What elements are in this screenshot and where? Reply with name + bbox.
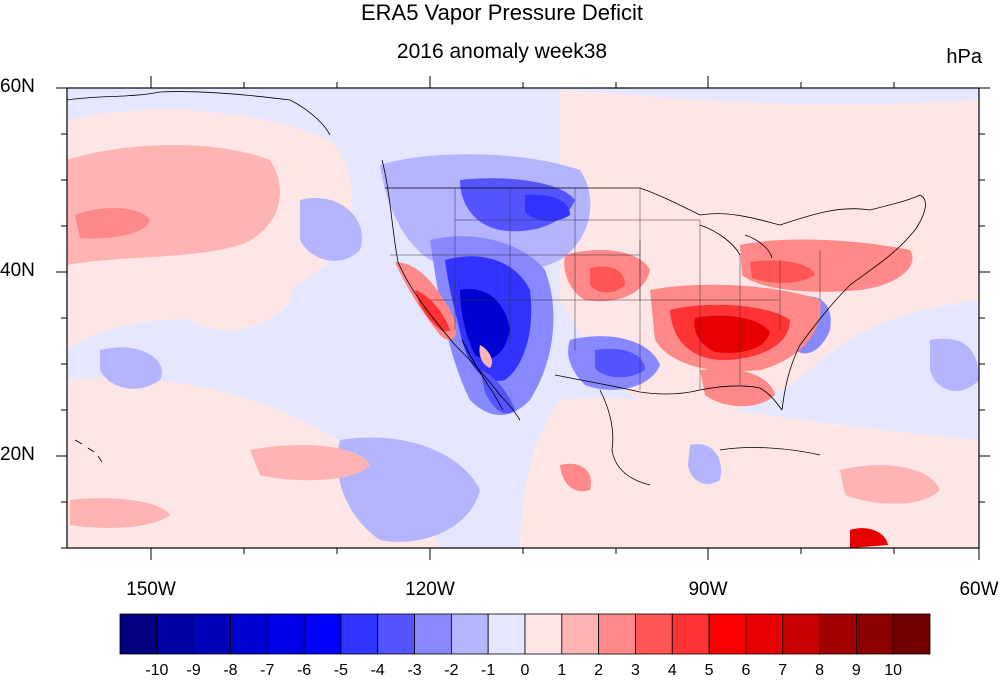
colorbar-tick-label: -5 [333,662,349,679]
alaska-coast [67,91,331,136]
colorbar-swatch [745,613,784,655]
units-label: hPa [946,46,982,68]
gulf-coast [554,374,783,411]
colorbar-tick-label: 7 [778,662,788,679]
red-region-gulf-coast [700,368,775,407]
cuba [719,447,821,456]
lat-tick-label-40n: 40N [0,260,35,281]
colorbar-tick-label: -2 [444,662,459,679]
colorbar-swatch [671,613,710,655]
pink-region-pacific-mid [177,238,292,331]
great-lakes [699,224,773,259]
colorbar-tick-label: 1 [557,662,567,679]
colorbar-swatch [892,613,931,655]
coastlines [67,91,926,486]
colorbar-swatch [855,613,894,655]
lon-tick-label-90w: 90W [688,579,728,600]
colorbar [119,613,931,655]
red-region-mexico-west [560,463,591,492]
colorbar-swatch [303,613,342,655]
chart-subtitle: 2016 anomaly week38 [396,40,608,63]
colorbar-swatch [266,613,305,655]
pink-region-south [67,377,440,548]
colorbar-tick-label: 10 [884,662,903,679]
east-coast [781,194,926,411]
colorbar-swatch [119,613,158,655]
blue-region-central-pacific [300,198,362,261]
colorbar-tick-label: -3 [407,662,422,679]
colorbar-tick-label: -4 [370,662,385,679]
blue-region-southwest-core [460,289,510,359]
colorbar-swatch [561,613,600,655]
blue-region-texas-core [595,348,645,378]
colorbar-swatch [156,613,195,655]
red-region-kansas-core [590,266,625,293]
colorbar-tick-label: 2 [594,662,604,679]
colorbar-tick-label: 4 [667,662,677,679]
baja-coast [461,339,504,411]
colorbar-tick-label: 9 [851,662,861,679]
colorbar-tick-label: -8 [223,662,238,679]
colorbar-swatch [377,613,415,655]
blue-region-atlantic [930,338,979,391]
red-region-pacific-south [250,445,370,481]
colorbar-tick-label: 6 [741,662,751,679]
colorbar-swatch [193,613,231,655]
red-region-california-core [415,290,450,332]
us-west-coast [381,159,521,421]
red-region-ohio-core [750,260,815,283]
lon-tick-label-120w: 120W [405,579,455,600]
lat-tick-label-60n: 60N [0,76,35,97]
colorbar-swatch [230,613,268,655]
colorbar-swatch [708,613,747,655]
colorbar-swatch [598,613,636,655]
axis-ticks [56,76,990,560]
colorbar-tick-label: 8 [815,662,824,679]
blue-region-west-pacific [100,347,162,389]
colorbar-tick-label: -6 [296,662,312,679]
chart-title: ERA5 Vapor Pressure Deficit [360,0,644,25]
canada-border [385,187,921,226]
mexico-gulf-coast [599,389,651,486]
pink-region-gulf [520,398,979,548]
colorbar-tick-label: 5 [704,662,714,679]
lon-tick-label-150w: 150W [126,579,176,600]
colorbar-swatch [782,613,820,655]
colorbar-tick-label: -9 [186,662,201,679]
colorbar-swatch [414,613,452,655]
blue-region-mexico-south [688,444,721,485]
colorbar-tick-label: 3 [631,662,640,679]
colorbar-swatch [524,613,563,655]
lon-tick-label-60w: 60W [959,579,999,600]
colorbar-swatch [450,613,489,655]
state-borders [390,188,821,390]
colorbar-swatch [487,613,526,655]
colorbar-tick-label: -10 [145,662,169,679]
colorbar-swatch [819,613,857,655]
colorbar-swatch [340,613,379,655]
colorbar-tick-label: -1 [481,662,496,679]
red-region-baja-tip [479,345,492,368]
colorbar-swatch [635,613,673,655]
anomaly-field [67,90,979,548]
red-region-npacific-core [75,208,150,239]
red-region-pacific-south2 [70,498,170,528]
red-region-caribbean-core [850,528,888,548]
blue-region-pacific-south [337,437,480,542]
red-region-southeast-core [694,315,770,353]
hawaii [74,439,103,463]
red-region-caribbean [840,465,940,504]
colorbar-tick-label: -7 [260,662,275,679]
blue-region-montana-core [525,194,570,222]
lat-tick-label-20n: 20N [0,444,35,465]
colorbar-tick-label: 0 [520,662,530,679]
